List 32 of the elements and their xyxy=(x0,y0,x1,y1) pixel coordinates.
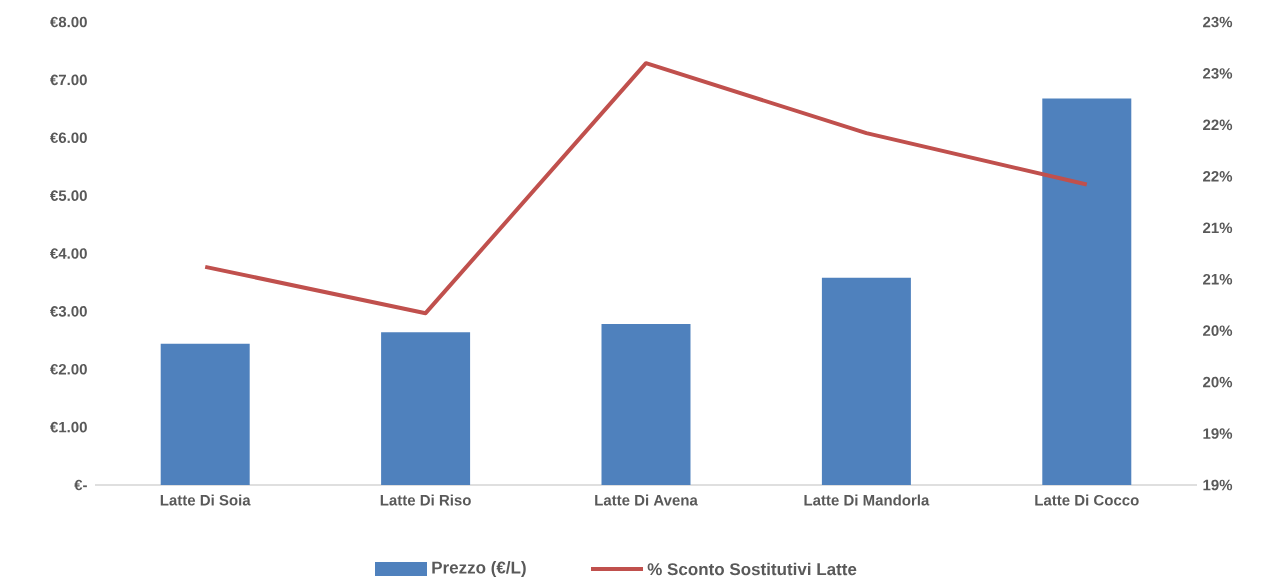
y2-tick-label: 19% xyxy=(1203,479,1233,491)
bar xyxy=(601,324,691,485)
y-tick-label: €6.00 xyxy=(50,132,87,144)
y2-tick-label: 21% xyxy=(1203,222,1233,234)
x-tick-label: Latte Di Mandorla xyxy=(804,494,930,506)
bar xyxy=(821,277,911,485)
legend-label: % Sconto Sostitutivi Latte xyxy=(647,562,857,576)
y2-tick-label: 19% xyxy=(1203,428,1233,439)
y-tick-label: €1.00 xyxy=(50,421,87,433)
y2-tick-label: 20% xyxy=(1203,325,1233,336)
bar xyxy=(1042,98,1132,485)
y2-tick-label: 22% xyxy=(1203,119,1233,131)
y-tick-label: €4.00 xyxy=(50,248,87,259)
y2-tick-label: 22% xyxy=(1203,171,1233,182)
y-tick-label: €7.00 xyxy=(50,74,87,86)
y-tick-label: €8.00 xyxy=(50,16,87,28)
y2-tick-label: 20% xyxy=(1203,376,1233,388)
y-tick-label: €2.00 xyxy=(50,363,87,375)
y-tick-label: €5.00 xyxy=(50,190,87,201)
bar xyxy=(381,332,471,485)
line-series xyxy=(203,61,1089,316)
legend-label: Prezzo (€/L) xyxy=(432,561,526,577)
bar xyxy=(160,343,250,485)
y-tick-label: €- xyxy=(74,479,87,491)
y2-tick-label: 23% xyxy=(1203,16,1233,28)
x-tick-label: Latte Di Soia xyxy=(160,494,251,506)
y-tick-label: €3.00 xyxy=(50,306,87,317)
x-tick-label: Latte Di Riso xyxy=(380,494,471,506)
y2-tick-label: 23% xyxy=(1203,68,1233,79)
x-tick-label: Latte Di Cocco xyxy=(1035,494,1139,506)
y2-tick-label: 21% xyxy=(1203,273,1233,285)
x-tick-label: Latte Di Avena xyxy=(595,494,698,506)
